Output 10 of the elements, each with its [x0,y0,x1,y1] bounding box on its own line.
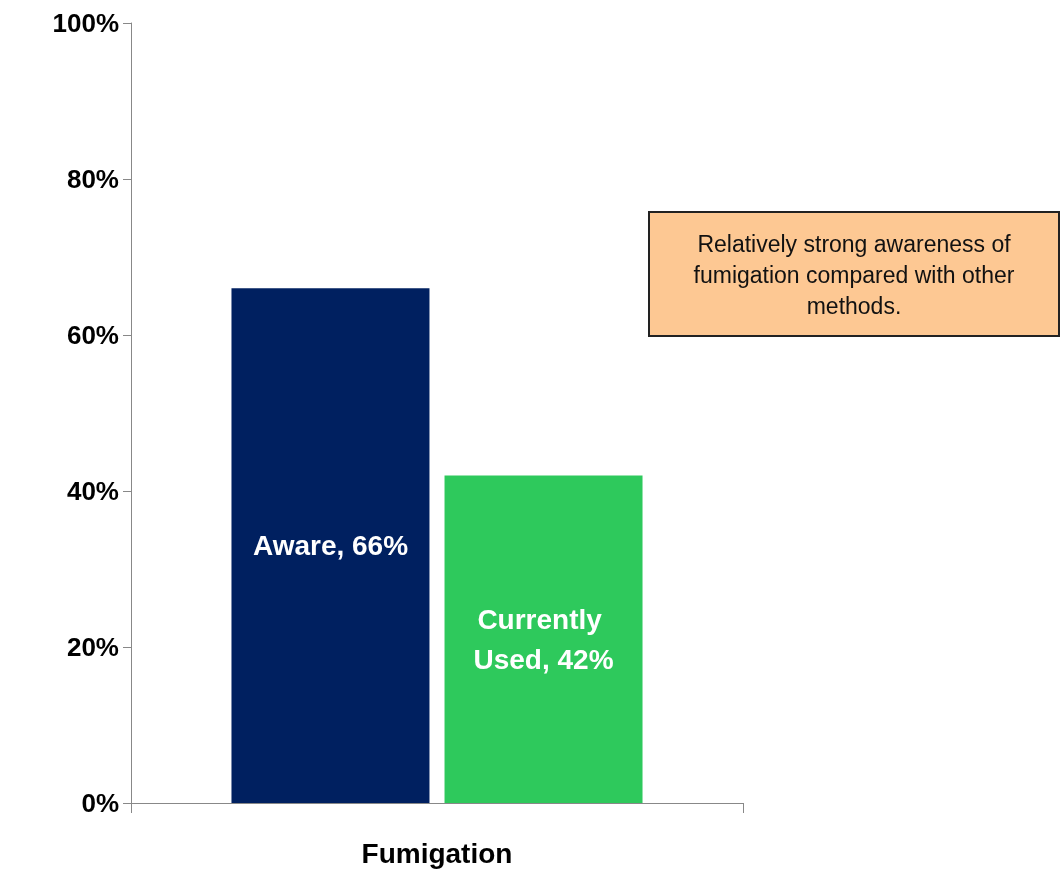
x-tick-label: Fumigation [361,837,513,869]
y-tick-label: 100% [52,8,119,38]
note-box: Relatively strong awareness of fumigation compared with other methods. [648,211,1060,337]
data-label: Aware, 66% [252,530,409,562]
y-tick-label: 40% [66,476,119,506]
y-tick-label: 20% [66,632,119,662]
y-tick-label: 0% [81,788,119,818]
data-label: Currently Used, 42% [473,603,614,675]
y-tick-label: 80% [66,164,119,194]
y-tick-label: 60% [66,320,119,350]
